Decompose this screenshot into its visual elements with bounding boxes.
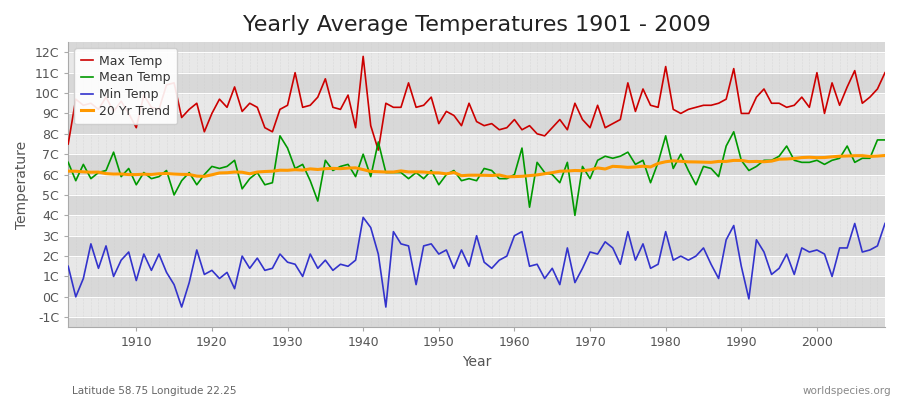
Bar (68, 114, 885, 134)
Bar (68, 236, 885, 256)
Max Temp (63, 142, 74, 146)
Mean Temp (290, 166, 301, 171)
20 Yr Trend (501, 174, 512, 179)
Bar (68, 317, 885, 338)
Min Temp (297, 274, 308, 279)
Legend: Max Temp, Mean Temp, Min Temp, 20 Yr Trend: Max Temp, Mean Temp, Min Temp, 20 Yr Tre… (75, 48, 177, 124)
Bar (68, 195, 885, 215)
Text: Latitude 58.75 Longitude 22.25: Latitude 58.75 Longitude 22.25 (72, 386, 237, 396)
Max Temp (358, 54, 369, 59)
Bar (68, 73, 885, 93)
Line: Max Temp: Max Temp (68, 56, 885, 150)
20 Yr Trend (290, 167, 301, 172)
20 Yr Trend (879, 153, 890, 158)
Max Temp (335, 107, 346, 112)
Bar (68, 154, 885, 174)
Y-axis label: Temperature: Temperature (15, 141, 29, 229)
Mean Temp (728, 129, 739, 134)
Mean Temp (509, 172, 520, 177)
Min Temp (63, 264, 74, 269)
20 Yr Trend (335, 166, 346, 171)
Mean Temp (879, 138, 890, 142)
Min Temp (615, 262, 626, 267)
20 Yr Trend (608, 164, 618, 169)
Mean Temp (608, 156, 618, 161)
Mean Temp (335, 164, 346, 169)
20 Yr Trend (123, 172, 134, 177)
20 Yr Trend (509, 174, 520, 179)
Mean Temp (63, 160, 74, 165)
20 Yr Trend (63, 169, 74, 174)
Max Temp (517, 127, 527, 132)
Min Temp (517, 229, 527, 234)
X-axis label: Year: Year (462, 355, 491, 369)
Line: Mean Temp: Mean Temp (68, 132, 885, 215)
Max Temp (615, 117, 626, 122)
Line: Min Temp: Min Temp (68, 217, 885, 307)
Max Temp (524, 123, 535, 128)
Min Temp (879, 221, 890, 226)
Bar (68, 32, 885, 52)
20 Yr Trend (517, 174, 527, 179)
Max Temp (373, 148, 383, 152)
Max Temp (879, 70, 890, 75)
Line: 20 Yr Trend: 20 Yr Trend (68, 156, 885, 177)
Max Temp (290, 70, 301, 75)
Min Temp (358, 215, 369, 220)
Title: Yearly Average Temperatures 1901 - 2009: Yearly Average Temperatures 1901 - 2009 (243, 15, 710, 35)
Mean Temp (501, 176, 512, 181)
Text: worldspecies.org: worldspecies.org (803, 386, 891, 396)
Mean Temp (570, 213, 580, 218)
Mean Temp (123, 166, 134, 171)
Min Temp (123, 250, 134, 254)
Min Temp (343, 264, 354, 269)
Min Temp (176, 305, 187, 310)
Bar (68, 276, 885, 297)
Max Temp (123, 111, 134, 116)
Min Temp (524, 264, 535, 269)
